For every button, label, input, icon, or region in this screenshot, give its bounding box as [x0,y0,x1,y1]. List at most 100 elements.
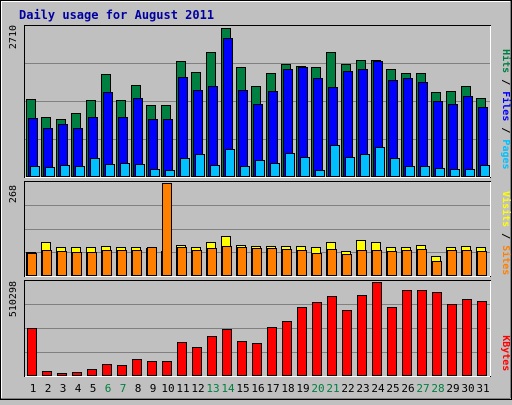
bar-kbytes [417,290,427,376]
x-tick-label: 2 [45,382,52,395]
x-tick-label: 9 [150,382,157,395]
x-tick-label: 22 [341,382,354,395]
x-tick-label: 26 [401,382,414,395]
bar-kbytes [27,328,37,376]
bar-files [163,119,173,177]
bar-pages [180,158,190,177]
bar-pages [390,158,400,177]
bar-sites [222,246,232,276]
bar-pages [405,166,415,177]
y-max-label: 510298 [8,281,19,317]
bar-kbytes [177,342,187,376]
x-tick-label: 3 [60,382,67,395]
bar-files [463,96,473,177]
bar-sites [267,248,277,276]
x-tick-label: 12 [191,382,204,395]
bar-pages [465,169,475,177]
bar-kbytes [477,301,487,376]
bar-sites [297,250,307,276]
x-tick-label: 28 [431,382,444,395]
bar-kbytes [462,299,472,376]
x-tick-label: 30 [461,382,474,395]
bar-kbytes [252,343,262,376]
series-axis-label: KBytes [500,281,511,371]
bar-pages [240,166,250,177]
bar-sites [327,249,337,276]
series-label-hits: Hits [500,49,512,73]
bar-pages [210,165,220,177]
bar-pages [420,166,430,177]
bar-sites [312,253,322,276]
bar-pages [315,170,325,177]
x-tick-label: 16 [251,382,264,395]
bar-kbytes [312,302,322,376]
bar-kbytes [42,371,52,376]
bar-kbytes [222,329,232,376]
bar-sites [207,248,217,276]
bar-files [418,82,428,177]
x-tick-label: 13 [206,382,219,395]
bar-pages [330,145,340,177]
bar-pages [270,163,280,177]
bar-sites [132,250,142,276]
series-label-separator: / [500,73,511,91]
bar-kbytes [147,361,157,376]
bar-pages [225,149,235,177]
x-axis-labels: 1 2 3 4 5 6 7 8 9 10 11 12 13 14 15 16 17 18 19 20 21 22 23 24 2… [30,382,490,395]
bar-pages [30,166,40,177]
bar-kbytes [87,369,97,376]
bar-pages [255,160,265,177]
x-tick-label: 23 [356,382,369,395]
bar-sites [372,250,382,276]
x-tick-label: 31 [476,382,489,395]
bar-sites [357,250,367,276]
bar-kbytes [207,336,217,376]
x-tick-label: 27 [416,382,429,395]
bar-kbytes [372,282,382,376]
bar-sites [237,247,247,276]
series-label-sites: Sites [500,245,512,275]
x-tick-label: 19 [296,382,309,395]
x-tick-label: 21 [326,382,339,395]
bar-pages [105,164,115,177]
bar-pages [150,169,160,177]
x-tick-label: 4 [75,382,82,395]
bar-files [148,119,158,177]
bar-pages [360,154,370,177]
x-tick-label: 29 [446,382,459,395]
x-tick-label: 25 [386,382,399,395]
bar-sites [117,250,127,276]
bar-sites [87,252,97,276]
x-tick-label: 24 [371,382,385,395]
x-tick-label: 11 [176,382,189,395]
panel-1: 2710 Hits / Files / Pages [8,25,512,178]
panel-3: 510298 KBytes [8,280,511,377]
bar-pages [375,147,385,177]
bar-pages [165,170,175,177]
x-tick-label: 14 [221,382,235,395]
x-tick-label: 10 [161,382,174,395]
panel-2: 268 Visits / Sites [8,181,512,277]
chart-title: Daily usage for August 2011 [19,8,214,22]
bar-sites [342,254,352,276]
bar-kbytes [72,372,82,376]
bar-kbytes [282,321,292,376]
bar-pages [75,166,85,177]
bar-files [403,78,413,177]
bar-sites [447,250,457,276]
bar-pages [435,168,445,177]
y-max-label: 268 [8,185,19,203]
bar-sites [462,250,472,276]
bar-files [208,86,218,177]
bar-pages [195,154,205,177]
bar-pages [60,165,70,177]
bar-kbytes [297,307,307,376]
bar-pages [345,157,355,177]
x-tick-label: 18 [281,382,294,395]
bar-kbytes [237,341,247,376]
x-tick-label: 8 [135,382,142,395]
bar-files [313,78,323,177]
series-label-visits: Visits [500,191,512,227]
series-label-separator: / [500,121,511,139]
